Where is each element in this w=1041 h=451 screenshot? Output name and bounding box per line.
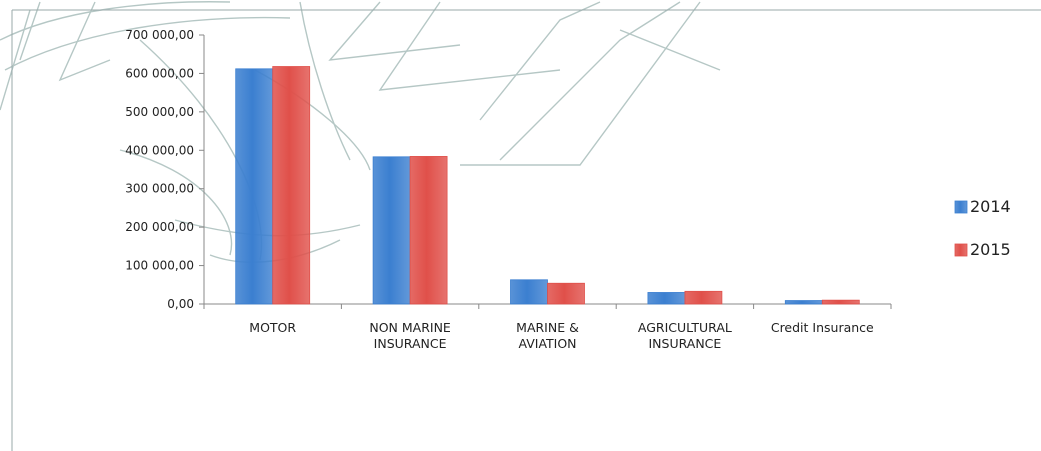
y-tick-label: 300 000,00 [125,182,194,196]
bar-2014 [784,300,823,305]
bars [235,66,860,305]
x-category-label: Credit Insurance [771,320,874,335]
bar-2014 [510,279,548,305]
x-category-label: MARINE & AVIATION [516,320,579,351]
bar-2015 [272,66,311,305]
y-tick-label: 200 000,00 [125,220,194,234]
watermark-decoration [0,1,721,263]
x-category-label: MOTOR [249,320,296,335]
bar-2014 [235,68,274,305]
legend-swatch [954,243,968,257]
bar-2015 [684,290,723,305]
legend-label: 2014 [970,197,1011,216]
x-category-label: NON MARINE INSURANCE [369,320,451,351]
y-tick-label: 100 000,00 [125,259,194,273]
bar-2014 [372,156,411,305]
y-tick-labels: 0,00 100 000,00 200 000,00 300 000,00 400 00… [125,28,194,311]
y-tick-label: 500 000,00 [125,105,194,119]
bar-2014 [647,292,686,305]
x-tick-labels: MOTOR NON MARINE INSURANCE MARINE & AVIATION… [249,320,874,351]
legend-label: 2015 [970,240,1011,259]
y-tick-label: 400 000,00 [125,143,194,157]
y-tick-label: 700 000,00 [125,28,194,42]
x-category-label: AGRICULTURAL INSURANCE [638,320,732,351]
bar-2015 [821,299,860,305]
y-tick-label: 0,00 [167,297,194,311]
legend: 2014 2015 [954,197,1011,259]
bar-2015 [547,282,585,305]
y-tick-label: 600 000,00 [125,66,194,80]
bar-2015 [409,156,448,305]
legend-swatch [954,200,968,214]
